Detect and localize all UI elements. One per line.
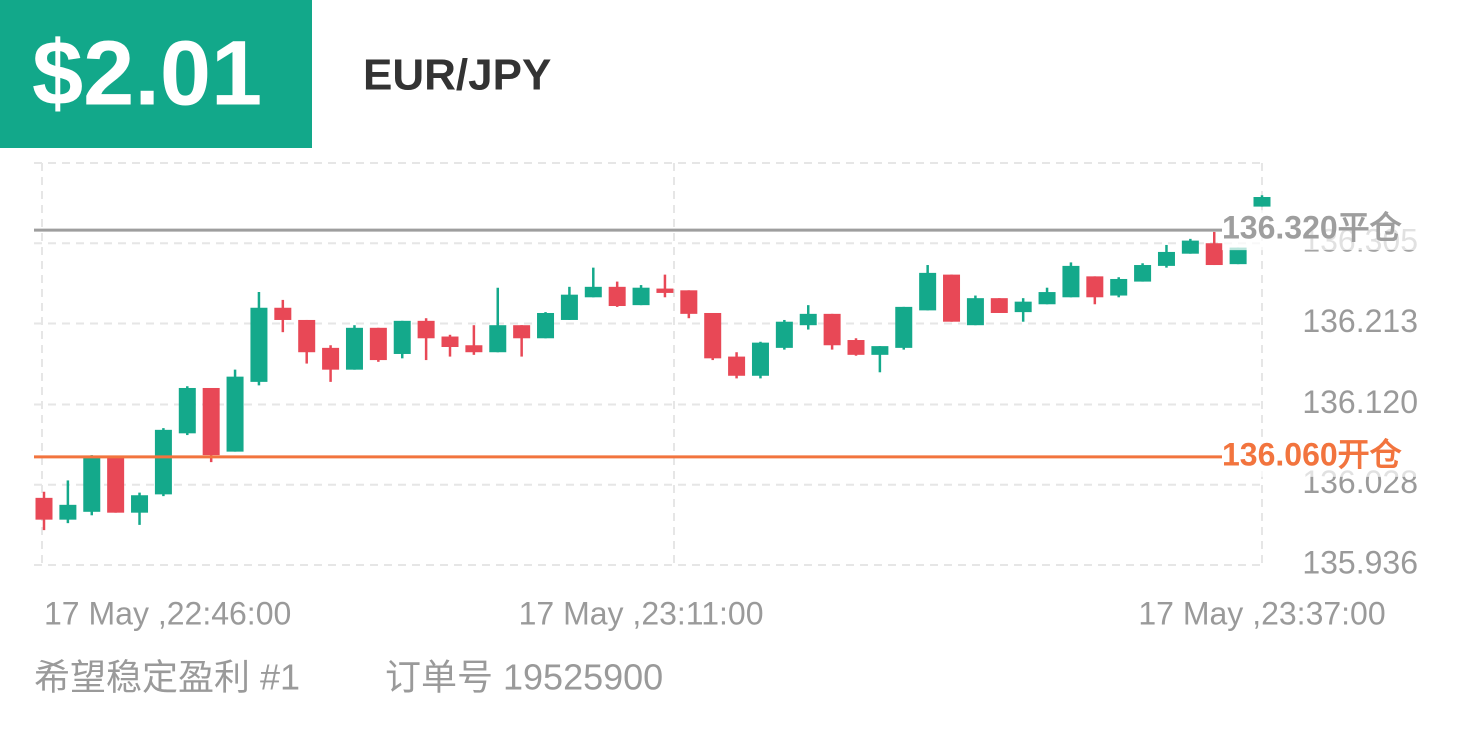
candle-body [274, 307, 292, 320]
candle-body [919, 272, 937, 311]
candle-body [1229, 247, 1247, 265]
x-tick-label: 17 May ,23:11:00 [519, 595, 764, 631]
order-number: 订单号 19525900 [385, 657, 663, 698]
price: $2.01 [32, 22, 262, 124]
candle-body [632, 287, 650, 306]
y-tick-label: 136.120 [1302, 384, 1418, 420]
candle-body [513, 325, 531, 339]
candle-body [1157, 251, 1175, 266]
candle-body [489, 325, 507, 353]
candle-body [83, 457, 101, 512]
candle-body [107, 457, 125, 513]
candle-body [560, 294, 578, 320]
candle-body [322, 347, 340, 370]
candle-body [1038, 292, 1056, 305]
candle-body [775, 321, 793, 348]
candle-body [178, 387, 196, 434]
candle-body [871, 346, 889, 355]
candle-body [1205, 243, 1223, 266]
symbol: EUR/JPY [363, 51, 551, 100]
x-tick-label: 17 May ,22:46:00 [44, 595, 291, 631]
candle-body [1110, 278, 1128, 296]
candle-body [35, 497, 53, 520]
candle-body [751, 342, 769, 376]
candle-body [1086, 276, 1104, 298]
candle-body [608, 286, 626, 307]
candle-body [441, 336, 459, 347]
price-line-label: 136.060开仓 [1222, 436, 1403, 472]
account-name: 希望稳定盈利 #1 [34, 657, 300, 698]
candle-body [847, 340, 865, 355]
candle-body [369, 327, 387, 361]
candle-body [1014, 301, 1032, 313]
candle-body [943, 274, 961, 322]
candle-body [656, 288, 674, 293]
price-line-label-bg [1222, 210, 1427, 251]
candle-body [728, 356, 746, 376]
candle-body [417, 320, 435, 339]
x-tick-label: 17 May ,23:37:00 [1138, 595, 1385, 631]
y-tick-label: 136.213 [1302, 303, 1418, 339]
candle-body [895, 306, 913, 348]
candle-body [226, 376, 244, 452]
y-tick-label: 135.936 [1302, 544, 1418, 580]
candle-body [393, 320, 411, 354]
candle-body [584, 286, 602, 298]
candle-body [202, 387, 220, 456]
price-line-label: 136.320平仓 [1222, 210, 1403, 246]
candle-body [966, 298, 984, 326]
candle-body [298, 319, 316, 353]
candle-body [680, 290, 698, 314]
candle-body [1253, 197, 1271, 207]
price-badge [0, 0, 312, 148]
candle-body [250, 307, 268, 382]
candle-body [799, 313, 817, 326]
candle-body [704, 312, 722, 359]
candle-body [345, 327, 363, 370]
candle-body [1062, 265, 1080, 298]
candle-body [131, 495, 149, 513]
price-line-label-bg [1222, 436, 1427, 477]
candle-body [59, 504, 77, 520]
candle-body [154, 429, 172, 495]
candle-body [537, 312, 555, 339]
candle-body [990, 298, 1008, 313]
candle-body [1181, 240, 1199, 254]
candle-body [1134, 265, 1152, 282]
candle-body [465, 345, 483, 353]
candle-body [823, 313, 841, 346]
